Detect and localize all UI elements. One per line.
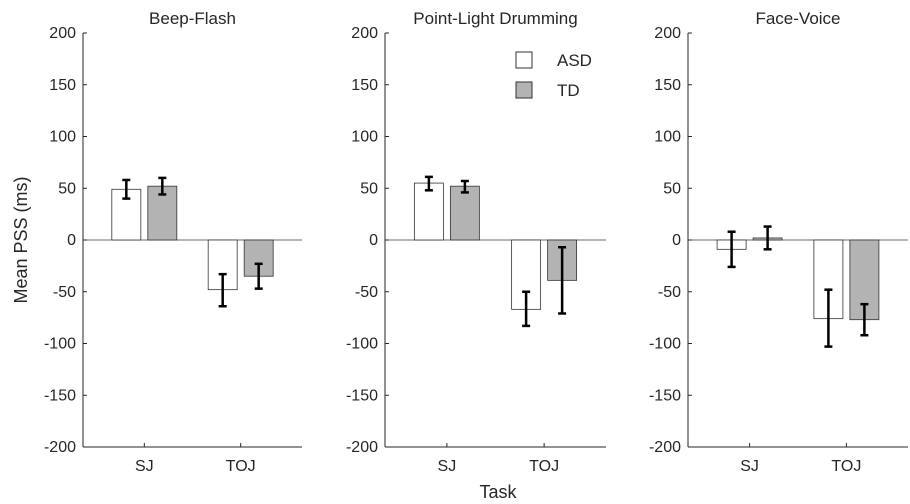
y-tick-label: -200 [44, 439, 76, 456]
panel-2: Point-Light Drumming -200 -150 -100 -50 0 50 10… [346, 9, 606, 475]
y-tick-label: 50 [58, 180, 76, 197]
y-tick-label: 0 [672, 232, 681, 249]
y-tick-label: -100 [44, 336, 76, 353]
legend-swatch-asd [515, 51, 533, 69]
legend-label-td: TD [557, 81, 580, 100]
x-axis-label: Task [479, 482, 517, 502]
panel-3: Face-Voice -200 -150 -100 -50 0 50 100 150 200 SJ T… [649, 9, 908, 475]
y-tick-label: -100 [649, 336, 681, 353]
bar-td [449, 185, 480, 241]
y-tick-label: 150 [351, 77, 378, 94]
y-tick-label: 100 [49, 129, 76, 146]
y-tick-label: 100 [351, 129, 378, 146]
x-tick-label: TOJ [831, 458, 861, 475]
y-tick-label: -150 [346, 387, 378, 404]
y-tick-label: 0 [369, 232, 378, 249]
panels: Beep-Flash -200 -150 -100 -50 0 50 100 150 200 SJ T… [44, 9, 908, 475]
panel-1: Beep-Flash -200 -150 -100 -50 0 50 100 150 200 SJ T… [44, 9, 302, 475]
y-tick-label: 200 [49, 25, 76, 42]
y-tick-label: 200 [654, 25, 681, 42]
x-tick-label: TOJ [226, 458, 256, 475]
legend-swatch-td [515, 81, 533, 99]
y-tick-label: 200 [351, 25, 378, 42]
y-tick-label: 100 [654, 129, 681, 146]
x-tick-label: SJ [740, 458, 759, 475]
y-tick-label: -50 [658, 284, 681, 301]
y-axis-label: Mean PSS (ms) [11, 176, 31, 303]
y-tick-label: -100 [346, 336, 378, 353]
panel-title: Point-Light Drumming [413, 9, 577, 28]
x-tick-label: TOJ [529, 458, 559, 475]
y-tick-label: 150 [654, 77, 681, 94]
y-tick-label: 50 [663, 180, 681, 197]
y-tick-label: -150 [44, 387, 76, 404]
panel-title: Face-Voice [755, 9, 840, 28]
y-tick-label: -50 [53, 284, 76, 301]
bar-asd [111, 188, 142, 241]
x-tick-label: SJ [438, 458, 457, 475]
y-tick-label: -200 [346, 439, 378, 456]
bar-asd [413, 182, 444, 241]
legend: ASD TD [515, 51, 592, 100]
y-tick-label: 150 [49, 77, 76, 94]
panel-title: Beep-Flash [149, 9, 236, 28]
y-tick-label: -150 [649, 387, 681, 404]
legend-label-asd: ASD [557, 51, 592, 70]
y-tick-label: -200 [649, 439, 681, 456]
y-tick-label: 50 [360, 180, 378, 197]
x-tick-label: SJ [135, 458, 154, 475]
y-tick-label: 0 [67, 232, 76, 249]
y-tick-label: -50 [355, 284, 378, 301]
